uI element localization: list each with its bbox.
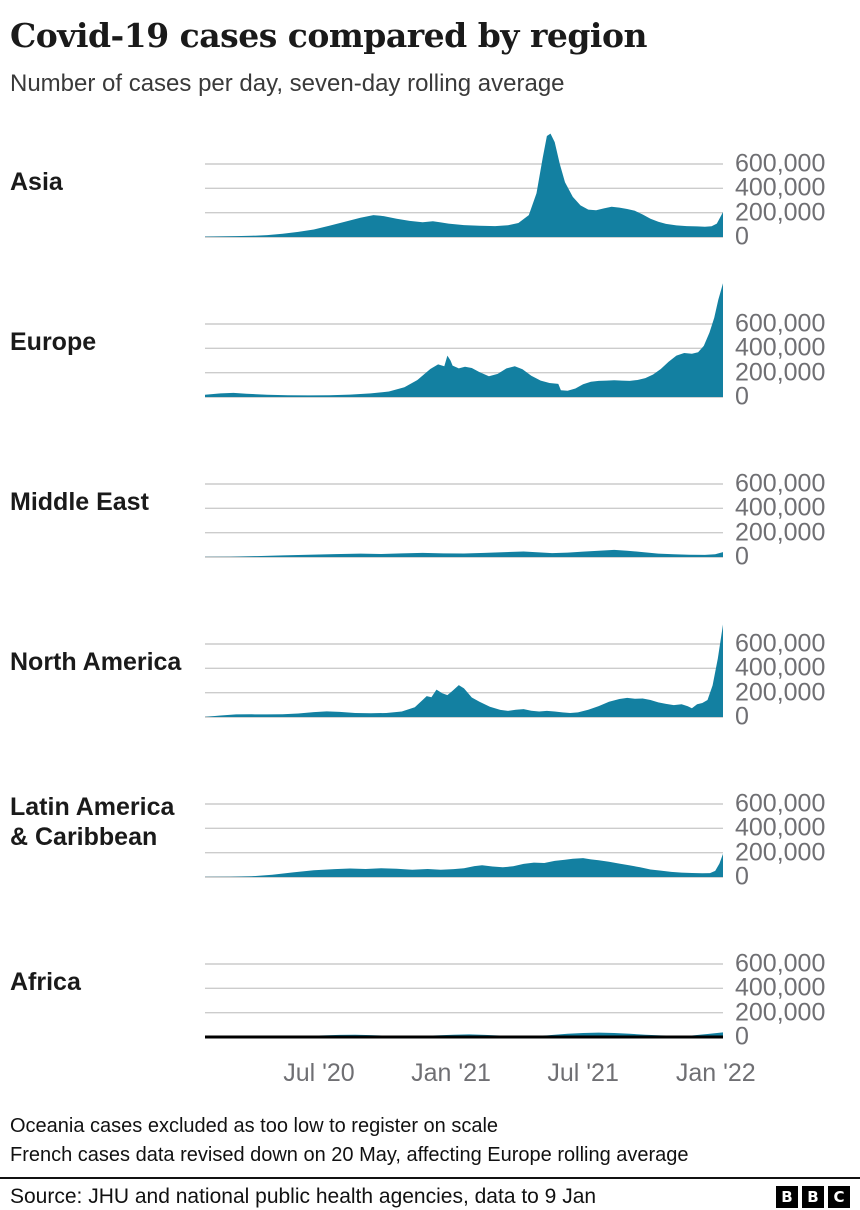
region-chart-europe <box>205 283 723 398</box>
region-label-line: Asia <box>10 168 63 196</box>
region-label-africa: Africa <box>10 952 81 1012</box>
y-tick-label-400000: 400,000 <box>735 493 826 522</box>
x-tick-label-jul-21: Jul '21 <box>547 1059 619 1087</box>
chart-title: Covid-19 cases compared by region <box>10 16 647 55</box>
region-row-europe: Europe 600,000 400,000 200,000 0 <box>0 280 860 440</box>
y-tick-label-600000: 600,000 <box>735 149 826 178</box>
y-tick-label-600000: 600,000 <box>735 629 826 658</box>
y-tick-label-200000: 200,000 <box>735 518 826 547</box>
region-label-line: Latin America <box>10 793 175 821</box>
y-tick-label-600000: 600,000 <box>735 949 826 978</box>
area-asia <box>205 133 723 237</box>
region-row-asia: Asia 600,000 400,000 200,000 0 <box>0 120 860 280</box>
y-tick-label-600000: 600,000 <box>735 309 826 338</box>
region-label-latin-america-caribbean: Latin America & Caribbean <box>10 792 174 852</box>
region-label-line: Middle East <box>10 488 149 516</box>
y-tick-label-400000: 400,000 <box>735 653 826 682</box>
region-row-africa: Africa 600,000 400,000 200,000 0 <box>0 920 860 1080</box>
y-tick-label-600000: 600,000 <box>735 469 826 498</box>
y-tick-label-0: 0 <box>735 382 749 411</box>
region-row-north-america: North America 600,000 400,000 200,000 0 <box>0 600 860 760</box>
y-tick-label-0: 0 <box>735 542 749 571</box>
region-row-middle-east: Middle East 600,000 400,000 200,000 0 <box>0 440 860 600</box>
x-tick-label-jan-22: Jan '22 <box>675 1059 756 1087</box>
region-chart-asia <box>205 133 723 238</box>
y-tick-label-400000: 400,000 <box>735 333 826 362</box>
bbc-logo-square: C <box>828 1186 850 1208</box>
y-tick-label-0: 0 <box>735 1022 749 1051</box>
footnotes: Oceania cases excluded as too low to reg… <box>10 1112 850 1170</box>
y-tick-label-200000: 200,000 <box>735 198 826 227</box>
region-label-north-america: North America <box>10 632 181 692</box>
region-label-europe: Europe <box>10 312 96 372</box>
bbc-logo-square: B <box>802 1186 824 1208</box>
region-chart-latin-america-caribbean <box>205 803 723 878</box>
region-label-line: North America <box>10 648 182 676</box>
area-middle-east <box>205 549 723 557</box>
x-tick-label-jul-20: Jul '20 <box>283 1059 355 1087</box>
y-tick-label-400000: 400,000 <box>735 173 826 202</box>
region-label-line: Europe <box>10 328 97 356</box>
chart-rows: Asia 600,000 400,000 200,000 0 Europe 600,000 4… <box>0 120 860 1080</box>
region-label-line: Africa <box>10 968 81 996</box>
y-tick-label-200000: 200,000 <box>735 678 826 707</box>
footnote-oceania: Oceania cases excluded as too low to reg… <box>10 1115 499 1137</box>
area-north-america <box>205 624 723 717</box>
y-tick-label-0: 0 <box>735 702 749 731</box>
region-chart-north-america <box>205 624 723 718</box>
x-tick-label-jan-21: Jan '21 <box>411 1059 491 1087</box>
region-label-line: & Caribbean <box>10 823 158 851</box>
y-tick-label-600000: 600,000 <box>735 789 826 818</box>
region-chart-africa <box>205 963 723 1039</box>
region-row-latin-america-caribbean: Latin America & Caribbean 600,000 400,000 20… <box>0 760 860 920</box>
area-europe <box>205 283 723 397</box>
y-tick-label-200000: 200,000 <box>735 838 826 867</box>
source-text: Source: JHU and national public health a… <box>10 1185 597 1208</box>
y-tick-label-0: 0 <box>735 862 749 891</box>
bbc-logo-square: B <box>776 1186 798 1208</box>
footnote-french-revision: French cases data revised down on 20 May… <box>10 1144 689 1166</box>
y-tick-label-200000: 200,000 <box>735 358 826 387</box>
y-tick-label-0: 0 <box>735 222 749 251</box>
region-label-asia: Asia <box>10 152 63 212</box>
region-chart-middle-east <box>205 483 723 558</box>
region-label-middle-east: Middle East <box>10 472 149 532</box>
x-axis-labels: Jul '20 Jan '21 Jul '21 Jan '22 <box>0 1055 860 1095</box>
chart-subtitle: Number of cases per day, seven-day rolli… <box>10 70 565 97</box>
y-tick-label-200000: 200,000 <box>735 998 826 1027</box>
y-tick-label-400000: 400,000 <box>735 973 826 1002</box>
y-tick-label-400000: 400,000 <box>735 813 826 842</box>
area-latin-america-caribbean <box>205 853 723 877</box>
source-divider <box>0 1177 860 1179</box>
